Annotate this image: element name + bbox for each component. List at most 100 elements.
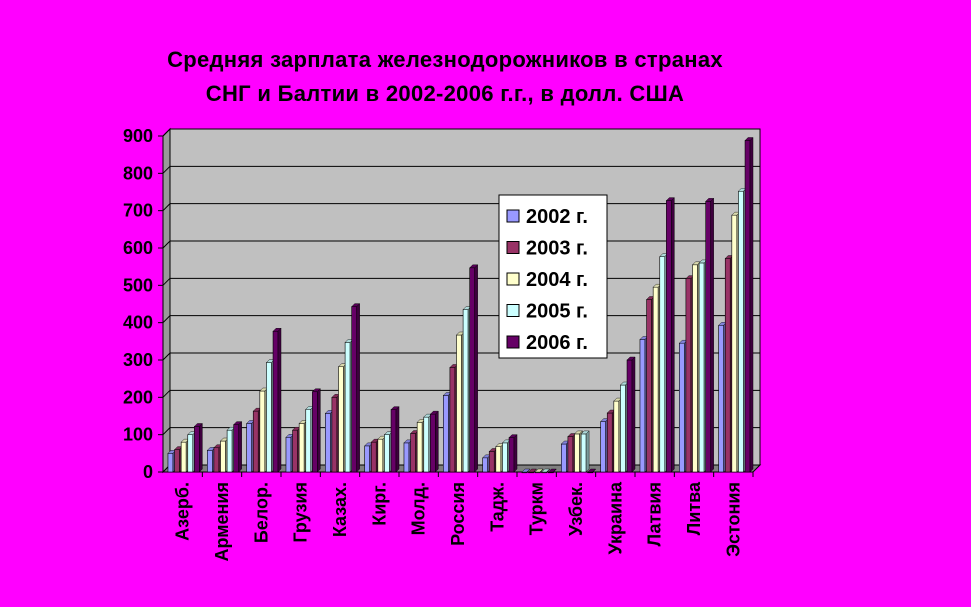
bar	[312, 391, 318, 473]
bar	[678, 342, 685, 473]
bar	[620, 384, 626, 473]
bar	[410, 433, 416, 473]
bar	[560, 443, 567, 473]
bar-side	[546, 468, 550, 473]
y-tick-label: 700	[123, 201, 153, 221]
bar	[705, 201, 712, 473]
bar	[207, 450, 213, 473]
bar	[449, 367, 456, 473]
bar	[574, 433, 580, 473]
bar	[403, 442, 410, 473]
bar	[246, 423, 252, 473]
x-category-label: Кирг.	[369, 482, 389, 526]
bar	[567, 436, 574, 473]
gridline	[162, 128, 760, 137]
bar	[220, 440, 226, 473]
bar	[744, 140, 751, 473]
bar	[187, 434, 194, 473]
bar	[456, 334, 462, 473]
bar-side	[553, 468, 557, 473]
y-tick-label: 300	[123, 350, 153, 370]
bar-side	[435, 410, 439, 473]
bar	[344, 342, 351, 473]
x-category-label: Латвия	[645, 482, 665, 547]
bar	[416, 422, 423, 473]
bar	[285, 436, 292, 473]
bar-side	[585, 430, 590, 473]
bar	[324, 413, 331, 473]
legend-label: 2003 г.	[526, 238, 588, 260]
bar	[194, 426, 200, 473]
bar	[272, 330, 279, 473]
plot-side-wall	[162, 127, 171, 474]
bar	[613, 400, 620, 473]
x-category-label: Эстония	[723, 482, 743, 557]
x-category-label: Тадж.	[487, 482, 507, 532]
bar	[482, 457, 488, 473]
chart-title-line-1: Средняя зарплата железнодорожников в стр…	[167, 47, 723, 72]
bar-side	[395, 406, 400, 473]
bar	[390, 409, 397, 473]
bar	[606, 412, 613, 473]
bar-side	[513, 434, 518, 473]
y-tick-label: 0	[143, 462, 153, 482]
x-category-label: Белор.	[251, 482, 271, 543]
bar	[652, 286, 659, 473]
bar-side	[238, 421, 242, 473]
bar	[259, 390, 266, 473]
y-tick-label: 400	[123, 313, 153, 333]
chart-title-line-2: СНГ и Балтии в 2002-2006 г.г., в долл. С…	[205, 81, 685, 106]
y-tick-label: 500	[123, 275, 153, 295]
bar-side	[474, 264, 478, 473]
bar	[639, 339, 646, 473]
x-category-label: Украина	[605, 481, 625, 554]
bar	[462, 309, 469, 473]
x-category-label: Молд.	[409, 482, 429, 535]
x-category-label: Армения	[212, 482, 232, 562]
legend-swatch	[506, 304, 520, 317]
bar	[626, 359, 633, 473]
legend-label: 2002 г.	[526, 206, 588, 228]
bar-side	[356, 303, 360, 473]
bar-side	[317, 388, 321, 473]
bar-side	[631, 356, 636, 473]
bar	[370, 441, 377, 473]
bar	[731, 214, 738, 473]
bar-side	[277, 327, 282, 473]
legend-label: 2004 г.	[526, 269, 588, 291]
y-tick-label: 900	[123, 126, 153, 146]
bar	[646, 299, 652, 473]
bar	[213, 447, 220, 473]
legend-label: 2006 г.	[526, 332, 588, 354]
x-category-label: Литва	[684, 481, 704, 535]
bar	[174, 449, 180, 473]
bar-side	[199, 422, 203, 473]
bar	[331, 397, 338, 473]
bar	[692, 264, 698, 473]
bar	[167, 453, 174, 473]
bar	[180, 441, 187, 473]
bar	[580, 433, 587, 473]
bar	[364, 445, 370, 473]
y-tick-label: 800	[123, 163, 153, 183]
x-category-label: Грузия	[291, 482, 311, 543]
x-category-label: Азерб.	[173, 482, 193, 541]
bar	[305, 408, 312, 473]
y-tick-label: 200	[123, 387, 153, 407]
x-category-label: Узбек.	[566, 482, 586, 536]
legend-label: 2005 г.	[526, 301, 588, 323]
gridline	[162, 165, 760, 174]
x-category-label: Туркм	[527, 482, 547, 535]
bar	[698, 262, 705, 473]
legend-swatch	[506, 241, 520, 254]
bar	[338, 366, 344, 473]
y-tick-label: 600	[123, 238, 153, 258]
bar	[226, 429, 233, 473]
bar	[685, 278, 692, 473]
bar	[600, 421, 606, 473]
bar	[266, 362, 272, 473]
bar	[233, 424, 239, 473]
bar	[502, 442, 508, 473]
bar	[738, 190, 744, 473]
bar	[659, 256, 666, 473]
